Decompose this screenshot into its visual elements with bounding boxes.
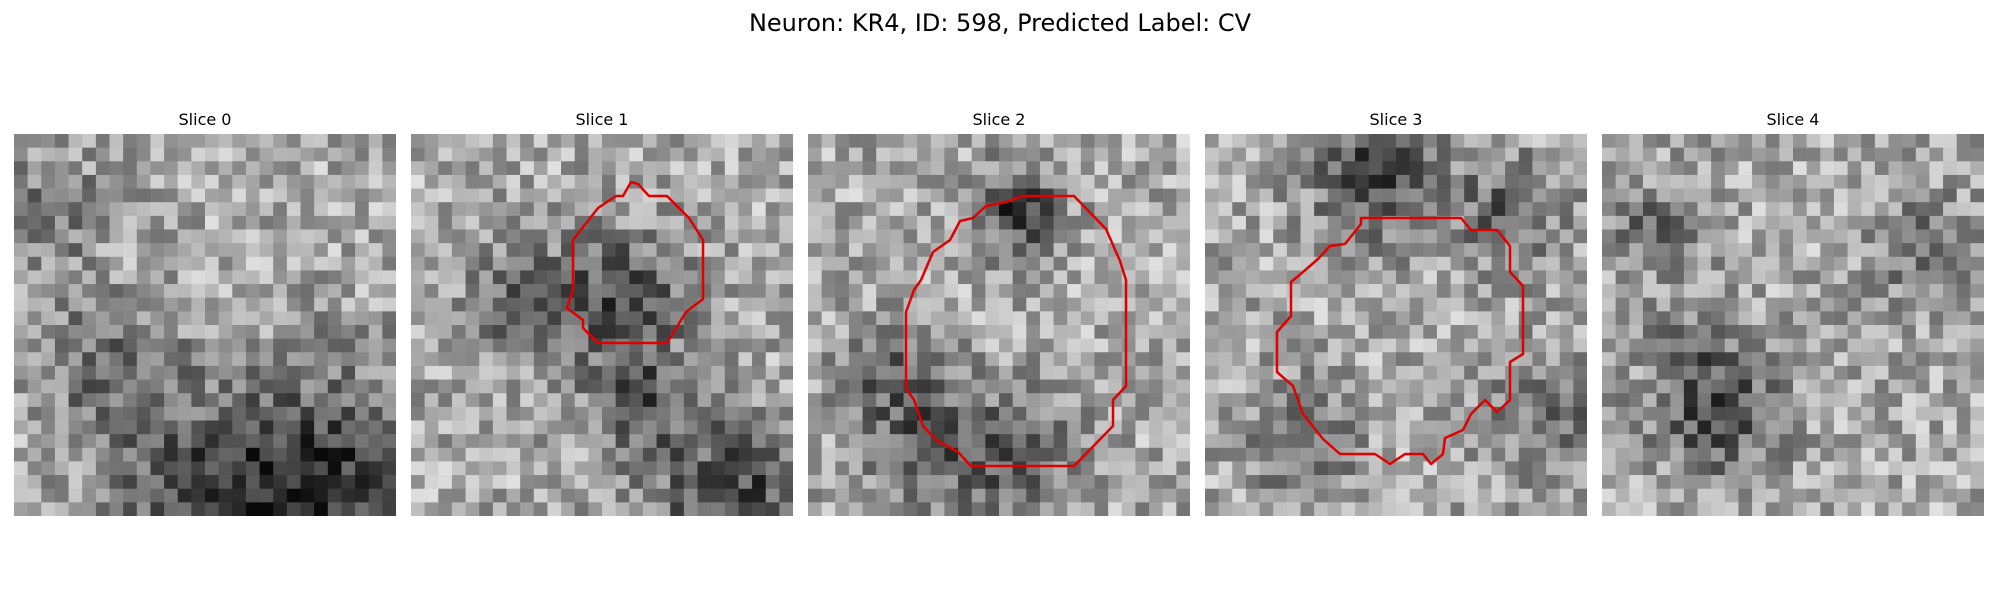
slice-panel-2: Slice 2 <box>808 110 1190 518</box>
pixel-grid-0 <box>14 134 396 516</box>
slice-image-4 <box>1602 134 1984 516</box>
slice-image-2 <box>808 134 1190 516</box>
slice-panel-4: Slice 4 <box>1602 110 1984 518</box>
slice-title-3: Slice 3 <box>1369 110 1423 129</box>
slice-title-2: Slice 2 <box>972 110 1026 129</box>
slice-image-0 <box>14 134 396 516</box>
pixel-grid-4 <box>1602 134 1984 516</box>
cell-contour-1 <box>565 180 705 345</box>
slice-title-0: Slice 0 <box>178 110 232 129</box>
pixel-grid-1 <box>411 134 793 516</box>
slice-title-1: Slice 1 <box>575 110 629 129</box>
cell-contour-3 <box>1275 216 1525 466</box>
slice-image-1 <box>411 134 793 516</box>
pixel-grid-2 <box>808 134 1190 516</box>
slice-panel-1: Slice 1 <box>411 110 793 518</box>
pixel-grid-3 <box>1205 134 1587 516</box>
cell-contour-2 <box>904 194 1128 468</box>
slice-title-4: Slice 4 <box>1766 110 1820 129</box>
slice-panel-0: Slice 0 <box>14 110 396 518</box>
slice-panel-3: Slice 3 <box>1205 110 1587 518</box>
figure-title: Neuron: KR4, ID: 598, Predicted Label: C… <box>748 9 1252 37</box>
slice-image-3 <box>1205 134 1587 516</box>
